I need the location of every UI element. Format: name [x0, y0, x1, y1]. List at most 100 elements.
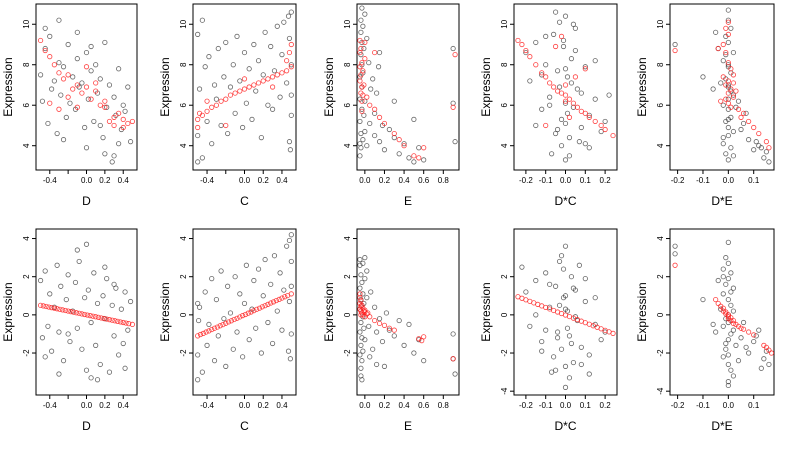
fitted-point	[450, 356, 456, 362]
fitted-point	[372, 317, 378, 324]
fitted-point	[357, 64, 363, 70]
fitted-point	[720, 41, 726, 48]
observed-point	[740, 319, 747, 326]
observed-point	[598, 337, 604, 343]
observed-point	[88, 375, 94, 381]
points	[37, 17, 136, 165]
fitted-point	[720, 74, 726, 80]
fitted-point	[56, 70, 62, 76]
observed-point	[109, 302, 115, 308]
observed-point	[372, 304, 378, 310]
observed-point	[733, 342, 739, 348]
fitted-point	[359, 98, 365, 104]
fitted-point	[421, 334, 427, 340]
observed-point	[386, 126, 392, 133]
fitted-point	[718, 98, 724, 104]
observed-point	[602, 118, 608, 125]
fitted-point	[54, 306, 60, 312]
fitted-point	[725, 100, 731, 106]
observed-point	[728, 367, 734, 373]
observed-point	[602, 329, 608, 335]
observed-point	[195, 352, 201, 358]
fitted-point	[98, 315, 104, 321]
observed-point	[543, 270, 549, 276]
fitted-point	[65, 308, 71, 314]
observed-point	[260, 72, 266, 78]
observed-point	[120, 102, 126, 108]
observed-point	[598, 128, 604, 135]
observed-point	[45, 120, 51, 127]
observed-point	[720, 58, 726, 64]
y-tick-label: 10	[656, 19, 665, 28]
observed-point	[372, 132, 378, 139]
observed-point	[253, 325, 259, 331]
observed-point	[362, 98, 368, 104]
observed-point	[94, 300, 101, 307]
observed-point	[450, 45, 456, 52]
observed-point	[374, 329, 380, 335]
fitted-point	[362, 39, 368, 46]
fitted-point	[228, 318, 234, 324]
observed-point	[88, 68, 94, 74]
observed-point	[204, 118, 210, 125]
fitted-point	[204, 108, 210, 114]
observed-point	[240, 124, 246, 131]
fitted-point	[231, 316, 237, 323]
fitted-point	[725, 60, 731, 66]
observed-point	[761, 356, 767, 362]
fitted-point	[539, 70, 545, 76]
y-tick-label: 2	[343, 274, 352, 279]
observed-point	[65, 272, 71, 278]
observed-point	[728, 25, 734, 31]
y-tick-label: -2	[22, 349, 31, 357]
observed-point	[401, 141, 407, 147]
observed-point	[91, 270, 97, 276]
fitted-point	[730, 317, 737, 324]
x-tick-label: 0.2	[258, 401, 270, 410]
fitted-point	[751, 332, 757, 338]
observed-point	[288, 331, 294, 337]
observed-point	[562, 100, 569, 106]
observed-point	[725, 296, 731, 303]
observed-point	[386, 327, 392, 333]
observed-point	[253, 88, 259, 94]
fitted-point	[725, 90, 731, 96]
observed-point	[421, 157, 427, 163]
observed-point	[374, 361, 380, 368]
points	[195, 9, 294, 165]
fitted-point	[260, 78, 266, 84]
x-tick-label: 0.1	[748, 401, 760, 410]
observed-point	[725, 239, 731, 245]
observed-point	[221, 74, 227, 80]
fitted-point	[358, 297, 364, 304]
observed-point	[562, 243, 569, 249]
fitted-point	[251, 82, 257, 88]
observed-point	[562, 363, 569, 369]
y-tick-label: 10	[343, 19, 352, 28]
observed-point	[361, 325, 367, 331]
observed-point	[411, 159, 417, 165]
observed-point	[720, 266, 726, 272]
fitted-point	[391, 327, 397, 333]
observed-point	[265, 102, 271, 108]
fitted-point	[56, 106, 62, 112]
observed-point	[260, 293, 266, 299]
fitted-point	[523, 47, 529, 54]
observed-point	[358, 319, 364, 326]
observed-point	[738, 126, 744, 133]
observed-point	[100, 293, 106, 299]
observed-point	[234, 33, 240, 39]
fitted-point	[543, 74, 549, 80]
observed-point	[56, 371, 62, 377]
x-tick-label: 0.0	[723, 401, 735, 410]
panel-8: 0.0 0.2 0.4 0.6 0.8 -2 0 2 4 E Expression	[322, 228, 460, 433]
points	[357, 255, 458, 383]
fitted-point	[95, 314, 102, 320]
fitted-point	[223, 122, 229, 129]
x-axis-label: E	[404, 194, 412, 208]
observed-point	[255, 58, 262, 64]
observed-point	[527, 78, 533, 84]
observed-point	[72, 279, 79, 286]
observed-point	[560, 43, 567, 50]
observed-point	[227, 310, 234, 316]
